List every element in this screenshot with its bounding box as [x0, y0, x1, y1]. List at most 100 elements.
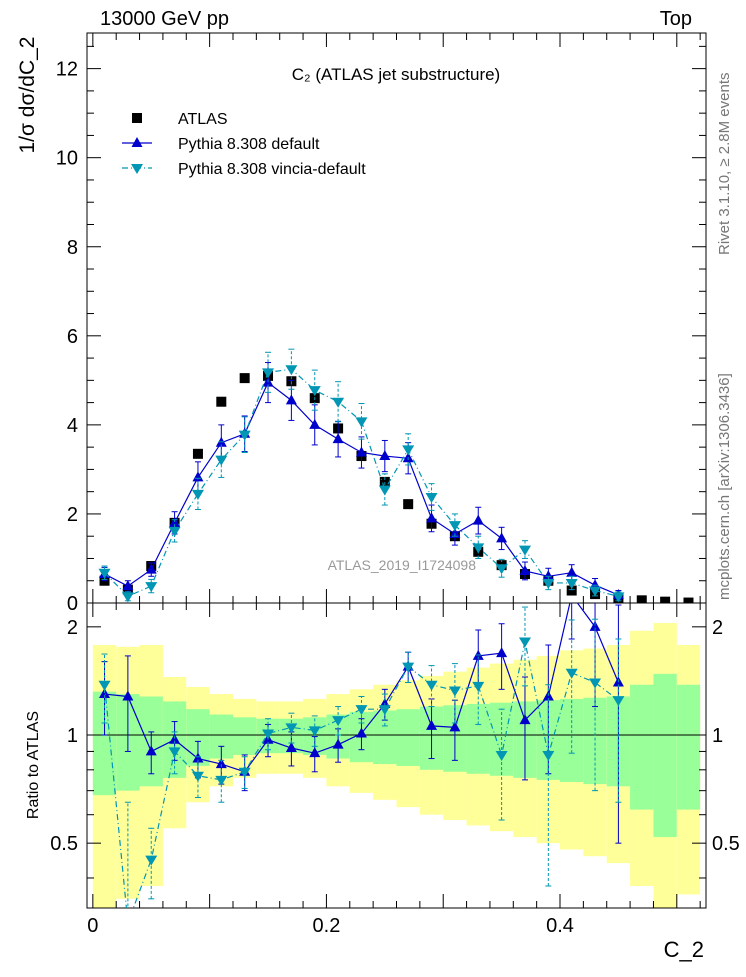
pythia-vincia-point [518, 545, 531, 556]
data-series [98, 348, 694, 929]
y-tick-label: 10 [56, 148, 78, 170]
pythia-default-point [192, 471, 204, 482]
side-mcplots-label: mcplots.cern.ch [arXiv:1306.3436] [716, 373, 733, 600]
atlas-point [379, 476, 390, 487]
pythia-default-point [379, 450, 391, 461]
ratio-pythia-vincia-point [565, 668, 578, 679]
ratio-pythia-default-point [449, 721, 461, 732]
ratio-series-group [98, 603, 625, 929]
ratio-pythia-vincia-point [332, 716, 345, 727]
pythia-vincia-point [308, 386, 321, 397]
x-axis-title: C_2 [664, 937, 704, 962]
ratio-pythia-default-point [519, 714, 531, 725]
ratio-pythia-default-point [99, 688, 111, 699]
ratio-pythia-default-point [122, 690, 134, 701]
pythia-default-point [285, 394, 297, 405]
ratio-pythia-vincia-point [238, 767, 251, 778]
green-band-bin [209, 714, 233, 759]
green-band-bin [630, 684, 654, 810]
ratio-pythia-default-point [309, 747, 321, 758]
green-band-bin [676, 684, 701, 810]
ratio-pythia-vincia-point [402, 662, 415, 673]
legend-label: ATLAS [178, 111, 228, 128]
atlas-point [239, 373, 250, 384]
ratio-pythia-vincia-point [425, 680, 438, 691]
pythia-vincia-point [542, 578, 555, 589]
legend: ATLAS Pythia 8.308 default Pythia 8.308 vi… [122, 111, 366, 178]
ratio-pythia-default-point [426, 719, 438, 730]
ratio-pythia-default-point [215, 758, 227, 769]
ratio-pythia-vincia-point [589, 678, 602, 689]
ratio-bands [87, 622, 706, 908]
pythia-vincia-point [565, 578, 578, 589]
pythia-vincia-point [238, 430, 251, 441]
green-band-bin [396, 709, 420, 766]
y-tick-label: 8 [67, 237, 78, 259]
ratio-pythia-default-point [285, 742, 297, 753]
ratio-y-tick-label: 0.5 [50, 833, 78, 855]
pythia-default-point [449, 527, 461, 538]
ratio-pythia-vincia-point [472, 681, 485, 692]
ratio-pythia-vincia-point [448, 686, 461, 697]
x-tick-label: 0.4 [546, 915, 574, 937]
pythia-vincia-point [285, 365, 298, 376]
ratio-y-tick-label: 2 [67, 617, 78, 639]
y-tick-label: 6 [67, 326, 78, 348]
x-tick-label: 0 [87, 915, 98, 937]
ratio-pythia-vincia-point [215, 775, 228, 786]
ratio-pythia-vincia-point [145, 855, 158, 866]
pythia-vincia-point [168, 526, 181, 537]
pythia-vincia-point [145, 582, 158, 593]
pythia-vincia-point [378, 485, 391, 496]
green-band-bin [653, 673, 677, 838]
pythia-vincia-point [448, 521, 461, 532]
pythia-vincia-point [215, 455, 228, 466]
pythia-default-point [309, 418, 321, 429]
pythia-vincia-point [495, 564, 508, 575]
pythia-default-point [426, 512, 438, 523]
ratio-pythia-vincia-point [168, 747, 181, 758]
atlas-point [216, 396, 227, 407]
ratio-pythia-default-point [145, 745, 157, 756]
ratio-pythia-vincia-point [191, 771, 204, 782]
atlas-point [403, 499, 414, 510]
y-tick-label: 4 [67, 415, 78, 437]
pythia-default-point [122, 580, 134, 591]
ratio-pythia-default-point [355, 727, 367, 738]
y-axis-title: 1/σ dσ/dC_2 [16, 37, 39, 154]
legend-marker [131, 164, 143, 174]
pythia-default-point [332, 433, 344, 444]
atlas-point [566, 585, 577, 596]
ratio-pythia-vincia-point [355, 705, 368, 716]
pythia-default-point [472, 514, 484, 525]
legend-label: Pythia 8.308 vincia-default [178, 161, 366, 178]
legend-marker [131, 137, 143, 147]
ratio-pythia-vincia-point [308, 726, 321, 737]
pythia-default-point [566, 566, 578, 577]
pythia-default-point [145, 563, 157, 574]
legend-marker [132, 113, 142, 123]
pythia-vincia-point [402, 445, 415, 456]
pythia-default-point [519, 564, 531, 575]
atlas-point [636, 595, 647, 603]
ratio-pythia-vincia-point [612, 696, 625, 707]
ratio-pythia-vincia-point [122, 919, 134, 929]
legend-label: Pythia 8.308 default [178, 136, 320, 153]
analysis-label: ATLAS_2019_I1724098 [328, 557, 477, 573]
ratio-pythia-default-point [192, 752, 204, 763]
pythia-default-point [496, 532, 508, 543]
pythia-vincia-point [612, 592, 625, 603]
ratio-y-tick-label-right: 0.5 [712, 833, 740, 855]
ratio-pythia-vincia-point [495, 750, 508, 761]
green-band-bin [232, 717, 257, 755]
pythia-vincia-point [589, 586, 602, 597]
ratio-pythia-default-point [332, 738, 344, 749]
ratio-pythia-vincia-point [285, 723, 298, 734]
ratio-pythia-default-point [589, 620, 601, 631]
ratio-pythia-vincia-point [518, 637, 531, 648]
atlas-point [660, 596, 671, 603]
ratio-pythia-vincia-point [542, 750, 555, 761]
ratio-y-tick-label-right: 2 [712, 617, 723, 639]
